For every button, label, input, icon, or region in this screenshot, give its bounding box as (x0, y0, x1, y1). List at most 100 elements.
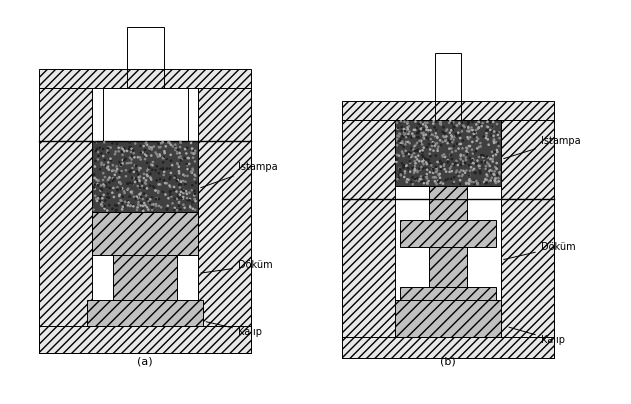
Point (435, 119, 445, 126)
Point (136, 165, 146, 172)
Point (127, 190, 137, 196)
Point (416, 176, 426, 183)
Point (486, 170, 496, 176)
Point (423, 159, 433, 165)
Point (98, 146, 109, 152)
Point (490, 164, 500, 170)
Point (100, 181, 110, 187)
Point (115, 169, 125, 176)
Point (485, 127, 495, 133)
Point (131, 196, 141, 202)
Point (435, 175, 445, 181)
Point (91, 196, 101, 202)
Point (134, 167, 144, 174)
Point (107, 189, 117, 196)
Point (105, 156, 115, 162)
Point (463, 134, 473, 141)
Point (422, 156, 432, 162)
Point (139, 190, 150, 197)
Point (471, 130, 481, 136)
Point (454, 162, 464, 169)
Point (410, 167, 420, 174)
Point (154, 181, 164, 187)
Point (173, 177, 183, 183)
Point (492, 147, 502, 153)
Point (148, 159, 158, 165)
Point (189, 147, 199, 154)
Point (492, 165, 502, 172)
Point (174, 199, 184, 205)
Bar (400, 221, 496, 247)
Point (403, 132, 413, 138)
Point (91, 177, 102, 183)
Point (485, 119, 495, 126)
Point (455, 132, 465, 138)
Point (456, 156, 466, 162)
Point (411, 142, 421, 148)
Point (428, 168, 439, 174)
Point (117, 200, 127, 206)
Point (478, 152, 488, 159)
Point (100, 174, 110, 180)
Point (410, 158, 420, 164)
Point (412, 156, 422, 163)
Point (466, 124, 476, 131)
Point (133, 171, 143, 177)
Point (447, 139, 457, 145)
Point (111, 168, 121, 175)
Point (140, 202, 150, 208)
Point (439, 134, 449, 140)
Point (465, 134, 475, 141)
Point (476, 163, 487, 170)
Point (147, 144, 157, 151)
Point (418, 132, 428, 138)
Point (451, 169, 461, 176)
Point (119, 145, 129, 152)
Point (480, 159, 490, 165)
Point (172, 147, 182, 154)
Point (174, 176, 184, 183)
Point (482, 123, 492, 130)
Point (147, 204, 157, 210)
Point (474, 119, 484, 125)
Point (428, 141, 439, 147)
Point (481, 166, 492, 173)
Point (433, 178, 443, 184)
Point (454, 145, 464, 152)
Point (412, 134, 422, 141)
Point (141, 139, 151, 146)
Point (486, 133, 496, 139)
Point (424, 157, 434, 163)
Point (186, 140, 196, 146)
Point (114, 145, 124, 151)
Bar (127, 27, 163, 69)
Point (471, 161, 481, 167)
Point (444, 145, 454, 152)
Point (408, 174, 418, 181)
Point (399, 164, 409, 170)
Point (441, 137, 451, 143)
Point (406, 154, 416, 160)
Point (392, 133, 403, 139)
Point (111, 168, 121, 175)
Point (418, 144, 428, 151)
Point (175, 150, 185, 156)
Point (184, 166, 194, 173)
Point (488, 154, 498, 160)
Bar (435, 53, 461, 101)
Point (148, 162, 158, 168)
Point (174, 164, 184, 170)
Point (449, 143, 459, 149)
Point (431, 175, 441, 181)
Point (436, 120, 446, 126)
Point (433, 143, 444, 150)
Point (121, 173, 131, 179)
Point (135, 194, 145, 200)
Point (396, 171, 406, 178)
Point (163, 202, 173, 209)
Point (143, 165, 153, 172)
Point (108, 162, 118, 168)
Bar (342, 120, 395, 199)
Point (134, 164, 144, 171)
Point (425, 153, 435, 160)
